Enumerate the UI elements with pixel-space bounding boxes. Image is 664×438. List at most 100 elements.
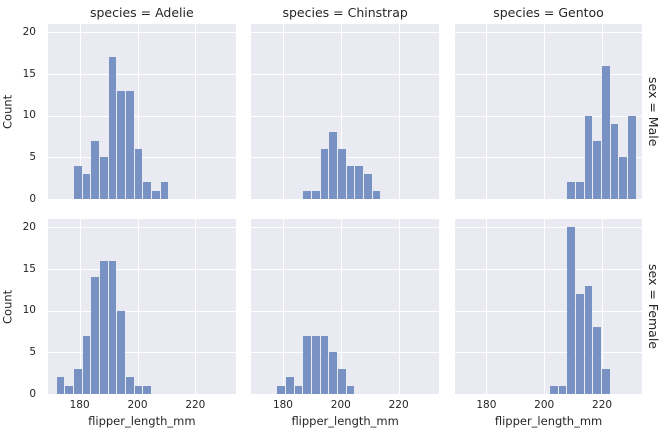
v-gridline: [544, 24, 546, 199]
histogram-bar: [91, 277, 99, 394]
histogram-bar: [567, 227, 575, 394]
y-tick-label: 0: [29, 192, 36, 205]
y-tick-label: 5: [29, 345, 36, 358]
v-gridline: [195, 24, 197, 199]
histogram-bar: [99, 260, 108, 394]
histogram-bar: [593, 140, 602, 199]
x-tick-label: 180: [69, 399, 90, 411]
x-tick-label: 220: [185, 399, 206, 411]
x-axis-label: flipper_length_mm: [88, 414, 196, 428]
y-tick-label: 20: [22, 220, 36, 233]
histogram-bar: [610, 124, 619, 199]
histogram-bar: [125, 377, 134, 394]
y-tick-label: 15: [22, 67, 36, 80]
histogram-bar: [99, 157, 108, 199]
histogram-bar: [73, 165, 82, 199]
h-gridline: [48, 32, 236, 34]
h-gridline: [48, 74, 236, 75]
y-tick-label: 10: [22, 109, 36, 122]
y-tick-label: 15: [22, 262, 36, 275]
histogram-bar: [82, 174, 91, 199]
x-axis-label: flipper_length_mm: [291, 414, 399, 428]
facet-panel-female-gentoo: [454, 219, 643, 394]
h-gridline: [251, 74, 439, 75]
x-tick-label: 180: [272, 399, 293, 411]
histogram-bar: [346, 165, 355, 199]
histogram-bar: [584, 285, 593, 394]
h-gridline: [251, 32, 439, 34]
histogram-bar: [125, 90, 134, 199]
histogram-bar: [329, 352, 337, 394]
facet-row-title: sex = Female: [646, 264, 661, 349]
histogram-bar: [593, 327, 602, 394]
histogram-bar: [108, 260, 117, 394]
h-gridline: [454, 269, 643, 270]
histogram-bar: [320, 149, 329, 199]
histogram-bar: [117, 310, 125, 394]
y-tick-label: 0: [29, 387, 36, 400]
h-gridline: [251, 310, 439, 312]
histogram-bar: [602, 369, 610, 394]
y-tick-label: 20: [22, 25, 36, 38]
histogram-bar: [91, 140, 99, 199]
v-gridline: [602, 219, 604, 394]
histogram-bar: [329, 132, 337, 199]
facet-panel-male-chinstrap: [251, 24, 439, 199]
x-tick-label: 220: [592, 399, 613, 411]
histogram-bar: [576, 182, 584, 199]
h-gridline: [48, 352, 236, 354]
y-axis-label: Count: [0, 94, 15, 129]
x-tick-label: 180: [476, 399, 497, 411]
histogram-bar: [134, 385, 143, 394]
v-gridline: [398, 219, 400, 394]
histogram-bar: [567, 182, 575, 199]
h-gridline: [251, 352, 439, 354]
histogram-bar: [134, 149, 143, 199]
facet-column-title: species = Adelie: [89, 5, 194, 20]
histogram-bar: [337, 369, 346, 394]
histogram-bar: [151, 190, 160, 199]
histogram-bar: [372, 190, 381, 199]
v-gridline: [544, 219, 546, 394]
histogram-bar: [549, 385, 558, 394]
v-gridline: [79, 219, 81, 394]
v-gridline: [340, 24, 342, 199]
v-gridline: [282, 24, 284, 199]
histogram-bar: [73, 369, 82, 394]
histogram-bar: [108, 57, 117, 199]
facet-row-title: sex = Male: [646, 76, 661, 147]
h-gridline: [454, 157, 643, 159]
h-gridline: [48, 115, 236, 117]
h-gridline: [454, 115, 643, 117]
x-tick-label: 220: [388, 399, 409, 411]
histogram-bar: [143, 182, 151, 199]
histogram-bar: [602, 65, 610, 199]
h-gridline: [454, 32, 643, 34]
h-gridline: [251, 269, 439, 270]
x-tick-label: 200: [534, 399, 555, 411]
v-gridline: [486, 219, 488, 394]
histogram-bar: [311, 190, 320, 199]
facet-column-title: species = Gentoo: [493, 5, 604, 20]
facet-column-title: species = Chinstrap: [282, 5, 408, 20]
facet-panel-male-adelie: [48, 24, 236, 199]
h-gridline: [251, 115, 439, 117]
facet-panel-male-gentoo: [454, 24, 643, 199]
histogram-bar: [65, 385, 73, 394]
v-gridline: [137, 24, 139, 199]
histogram-bar: [117, 90, 125, 199]
histogram-bar: [285, 377, 294, 394]
histogram-bar: [320, 335, 329, 394]
v-gridline: [282, 219, 284, 394]
v-gridline: [79, 24, 81, 199]
histogram-bar: [576, 294, 584, 394]
h-gridline: [454, 352, 643, 354]
y-axis-label: Count: [0, 289, 15, 324]
histogram-bar: [277, 385, 285, 394]
histogram-bar: [56, 377, 65, 394]
facet-panel-female-adelie: [48, 219, 236, 394]
histogram-bar: [294, 385, 303, 394]
histogram-bar: [628, 115, 636, 199]
v-gridline: [486, 24, 488, 199]
